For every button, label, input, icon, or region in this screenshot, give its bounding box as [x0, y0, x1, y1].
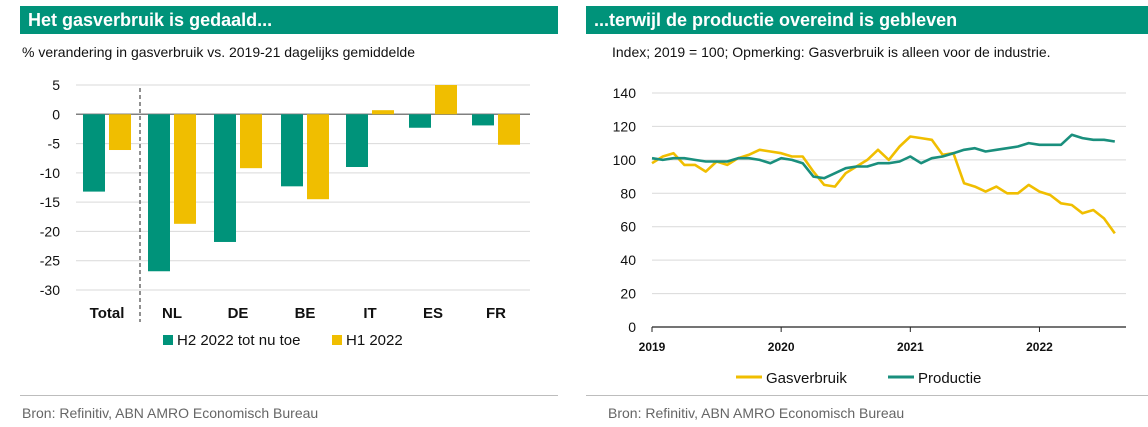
bar-y-tick-label: -30 — [40, 282, 60, 298]
bar-category-label: DE — [228, 305, 249, 322]
line-y-tick-label: 100 — [613, 152, 637, 168]
right-divider — [586, 395, 1148, 396]
bar-h1-2022-be — [307, 114, 329, 200]
line-x-tick-label: 2022 — [1026, 340, 1053, 354]
line-series-productie — [651, 133, 1116, 180]
bar-chart: 5 0 -5 -10 -15 -20 -25 -30 Total NL DE BE IT ES FR H2… — [40, 77, 530, 349]
bar-y-tick-label: 0 — [52, 106, 60, 122]
bar-legend-swatch — [163, 335, 173, 345]
bar-h1-2022-it — [372, 110, 394, 115]
bar-category-label: ES — [423, 305, 443, 322]
line-y-tick-label: 40 — [620, 252, 636, 268]
right-panel: ...terwijl de productie overeind is gebl… — [586, 0, 1148, 427]
bar-h1-2022-fr — [498, 114, 520, 145]
bar-h2-2022-tot-nu-toe-it — [346, 114, 368, 167]
bar-legend-label: H2 2022 tot nu toe — [177, 332, 300, 349]
right-chart-title: ...terwijl de productie overeind is gebl… — [586, 6, 1148, 34]
line-y-tick-label: 20 — [620, 286, 636, 302]
line-y-tick-label: 80 — [620, 185, 636, 201]
left-chart-title: Het gasverbruik is gedaald... — [20, 6, 558, 34]
bar-h1-2022-de — [240, 114, 262, 169]
left-divider — [20, 395, 558, 396]
bar-h1-2022-nl — [174, 114, 196, 224]
right-chart-subtitle: Index; 2019 = 100; Opmerking: Gasverbrui… — [612, 44, 1051, 60]
line-legend-label: Productie — [918, 370, 981, 387]
bar-category-label: NL — [162, 305, 182, 322]
line-legend-label: Gasverbruik — [766, 370, 847, 387]
line-y-tick-label: 140 — [613, 85, 637, 101]
line-y-tick-label: 60 — [620, 219, 636, 235]
bar-legend-label: H1 2022 — [346, 332, 403, 349]
bar-y-tick-label: -20 — [40, 223, 60, 239]
bar-y-tick-label: 5 — [52, 77, 60, 93]
left-panel: Het gasverbruik is gedaald... % verander… — [0, 0, 558, 427]
line-series-gasverbruik — [651, 135, 1116, 235]
bar-legend-swatch — [332, 335, 342, 345]
bar-category-label: BE — [295, 305, 316, 322]
line-x-tick-label: 2019 — [639, 340, 666, 354]
bar-h1-2022-es — [435, 85, 457, 115]
bar-y-tick-label: -15 — [40, 194, 60, 210]
right-source: Bron: Refinitiv, ABN AMRO Economisch Bur… — [608, 405, 905, 421]
bar-y-tick-label: -5 — [48, 136, 61, 152]
line-x-tick-label: 2020 — [768, 340, 795, 354]
bar-h2-2022-tot-nu-toe-de — [214, 114, 236, 242]
bar-category-label: IT — [363, 305, 376, 322]
line-y-tick-label: 120 — [613, 118, 637, 134]
bar-h2-2022-tot-nu-toe-fr — [472, 114, 494, 126]
bar-h2-2022-tot-nu-toe-total — [83, 114, 105, 192]
left-chart-subtitle: % verandering in gasverbruik vs. 2019-21… — [22, 44, 416, 60]
left-source: Bron: Refinitiv, ABN AMRO Economisch Bur… — [22, 405, 319, 421]
bar-category-label: FR — [486, 305, 506, 322]
bar-h2-2022-tot-nu-toe-es — [409, 114, 431, 128]
bar-h2-2022-tot-nu-toe-be — [281, 114, 303, 187]
line-chart: 140 120 100 80 60 40 20 0 2019 2020 2021 2022 Gasv… — [613, 85, 1126, 387]
line-x-tick-label: 2021 — [897, 340, 924, 354]
bar-category-label: Total — [90, 305, 125, 322]
bar-h2-2022-tot-nu-toe-nl — [148, 114, 170, 272]
bar-h1-2022-total — [109, 114, 131, 151]
bar-y-tick-label: -25 — [40, 253, 60, 269]
bar-y-tick-label: -10 — [40, 165, 60, 181]
line-y-tick-label: 0 — [628, 319, 636, 335]
